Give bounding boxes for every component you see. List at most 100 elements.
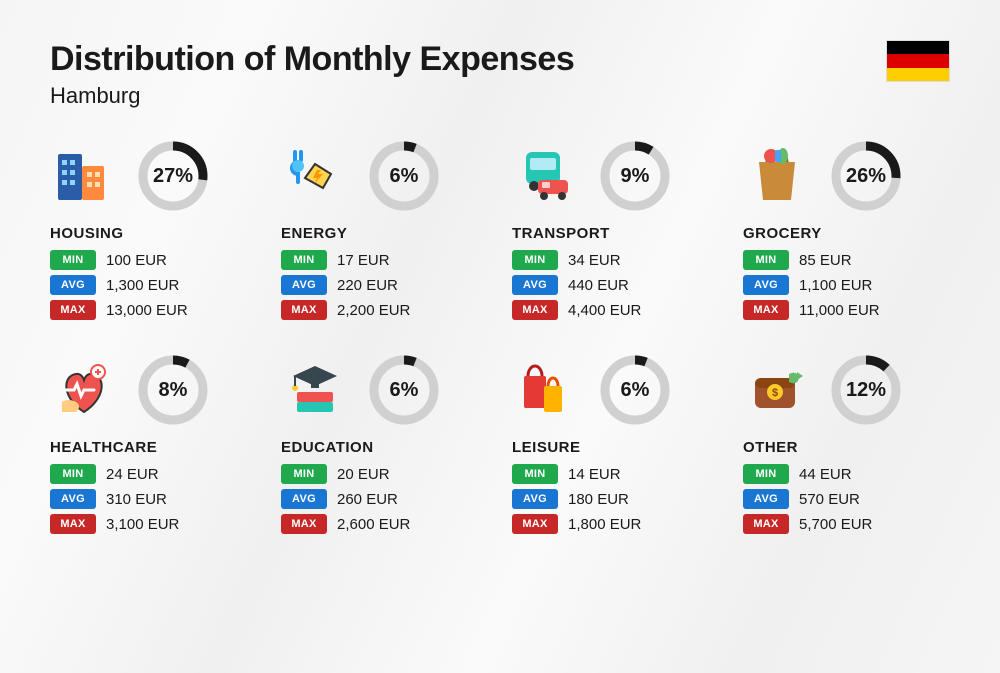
- flag-stripe-red: [887, 54, 949, 67]
- percentage-value: 6%: [598, 353, 672, 427]
- avg-value: 220 EUR: [337, 277, 398, 294]
- percentage-value: 8%: [136, 353, 210, 427]
- max-badge: MAX: [512, 300, 558, 320]
- category-card: 27% HOUSING MIN 100 EUR AVG 1,300 EUR MA…: [50, 139, 257, 325]
- card-top: 6%: [512, 353, 719, 427]
- category-card: 6% ENERGY MIN 17 EUR AVG 220 EUR MAX 2,2…: [281, 139, 488, 325]
- stat-max: MAX 11,000 EUR: [743, 300, 950, 320]
- housing-icon: [50, 142, 118, 210]
- max-value: 5,700 EUR: [799, 516, 872, 533]
- card-top: 6%: [281, 139, 488, 213]
- avg-value: 260 EUR: [337, 491, 398, 508]
- max-badge: MAX: [281, 514, 327, 534]
- min-value: 17 EUR: [337, 252, 390, 269]
- stat-max: MAX 1,800 EUR: [512, 514, 719, 534]
- avg-value: 1,300 EUR: [106, 277, 179, 294]
- avg-value: 310 EUR: [106, 491, 167, 508]
- category-card: 26% GROCERY MIN 85 EUR AVG 1,100 EUR MAX…: [743, 139, 950, 325]
- categories-grid: 27% HOUSING MIN 100 EUR AVG 1,300 EUR MA…: [50, 139, 950, 539]
- stat-max: MAX 5,700 EUR: [743, 514, 950, 534]
- header: Distribution of Monthly Expenses Hamburg: [50, 40, 950, 109]
- card-top: 8%: [50, 353, 257, 427]
- max-value: 2,200 EUR: [337, 302, 410, 319]
- stat-min: MIN 14 EUR: [512, 464, 719, 484]
- stat-avg: AVG 570 EUR: [743, 489, 950, 509]
- stat-max: MAX 13,000 EUR: [50, 300, 257, 320]
- percentage-donut: 8%: [136, 353, 210, 427]
- avg-badge: AVG: [50, 489, 96, 509]
- min-value: 85 EUR: [799, 252, 852, 269]
- max-value: 13,000 EUR: [106, 302, 188, 319]
- healthcare-icon: [50, 356, 118, 424]
- max-value: 4,400 EUR: [568, 302, 641, 319]
- min-badge: MIN: [743, 250, 789, 270]
- min-value: 14 EUR: [568, 466, 621, 483]
- min-badge: MIN: [50, 250, 96, 270]
- max-value: 3,100 EUR: [106, 516, 179, 533]
- stat-max: MAX 4,400 EUR: [512, 300, 719, 320]
- percentage-donut: 9%: [598, 139, 672, 213]
- avg-badge: AVG: [281, 489, 327, 509]
- category-card: $ 12% OTHER MIN 44 EUR AVG 570 EUR MAX 5…: [743, 353, 950, 539]
- min-badge: MIN: [50, 464, 96, 484]
- card-top: $ 12%: [743, 353, 950, 427]
- category-name: HEALTHCARE: [50, 439, 257, 456]
- leisure-icon: [512, 356, 580, 424]
- percentage-value: 26%: [829, 139, 903, 213]
- page-title: Distribution of Monthly Expenses: [50, 40, 574, 79]
- avg-value: 180 EUR: [568, 491, 629, 508]
- max-badge: MAX: [743, 514, 789, 534]
- percentage-donut: 6%: [598, 353, 672, 427]
- min-badge: MIN: [743, 464, 789, 484]
- min-value: 34 EUR: [568, 252, 621, 269]
- category-name: HOUSING: [50, 225, 257, 242]
- avg-badge: AVG: [281, 275, 327, 295]
- min-value: 20 EUR: [337, 466, 390, 483]
- category-name: GROCERY: [743, 225, 950, 242]
- stat-min: MIN 34 EUR: [512, 250, 719, 270]
- percentage-donut: 6%: [367, 353, 441, 427]
- max-value: 2,600 EUR: [337, 516, 410, 533]
- card-top: 6%: [281, 353, 488, 427]
- category-card: 8% HEALTHCARE MIN 24 EUR AVG 310 EUR MAX…: [50, 353, 257, 539]
- percentage-donut: 12%: [829, 353, 903, 427]
- max-badge: MAX: [281, 300, 327, 320]
- min-value: 100 EUR: [106, 252, 167, 269]
- category-name: LEISURE: [512, 439, 719, 456]
- stat-avg: AVG 440 EUR: [512, 275, 719, 295]
- percentage-value: 6%: [367, 353, 441, 427]
- avg-badge: AVG: [50, 275, 96, 295]
- category-name: EDUCATION: [281, 439, 488, 456]
- category-name: OTHER: [743, 439, 950, 456]
- stat-avg: AVG 180 EUR: [512, 489, 719, 509]
- stat-max: MAX 3,100 EUR: [50, 514, 257, 534]
- percentage-value: 9%: [598, 139, 672, 213]
- category-card: 9% TRANSPORT MIN 34 EUR AVG 440 EUR MAX …: [512, 139, 719, 325]
- min-badge: MIN: [512, 250, 558, 270]
- germany-flag-icon: [886, 40, 950, 82]
- stat-min: MIN 100 EUR: [50, 250, 257, 270]
- avg-value: 440 EUR: [568, 277, 629, 294]
- stat-min: MIN 24 EUR: [50, 464, 257, 484]
- avg-badge: AVG: [512, 489, 558, 509]
- stat-max: MAX 2,600 EUR: [281, 514, 488, 534]
- percentage-value: 6%: [367, 139, 441, 213]
- stat-min: MIN 85 EUR: [743, 250, 950, 270]
- education-icon: [281, 356, 349, 424]
- flag-stripe-black: [887, 41, 949, 54]
- max-badge: MAX: [743, 300, 789, 320]
- percentage-value: 12%: [829, 353, 903, 427]
- transport-icon: [512, 142, 580, 210]
- title-block: Distribution of Monthly Expenses Hamburg: [50, 40, 574, 109]
- percentage-donut: 6%: [367, 139, 441, 213]
- stat-avg: AVG 220 EUR: [281, 275, 488, 295]
- max-badge: MAX: [50, 300, 96, 320]
- svg-text:$: $: [772, 387, 778, 399]
- stat-avg: AVG 1,300 EUR: [50, 275, 257, 295]
- stat-min: MIN 20 EUR: [281, 464, 488, 484]
- energy-icon: [281, 142, 349, 210]
- stat-avg: AVG 260 EUR: [281, 489, 488, 509]
- min-value: 44 EUR: [799, 466, 852, 483]
- stat-avg: AVG 1,100 EUR: [743, 275, 950, 295]
- category-name: ENERGY: [281, 225, 488, 242]
